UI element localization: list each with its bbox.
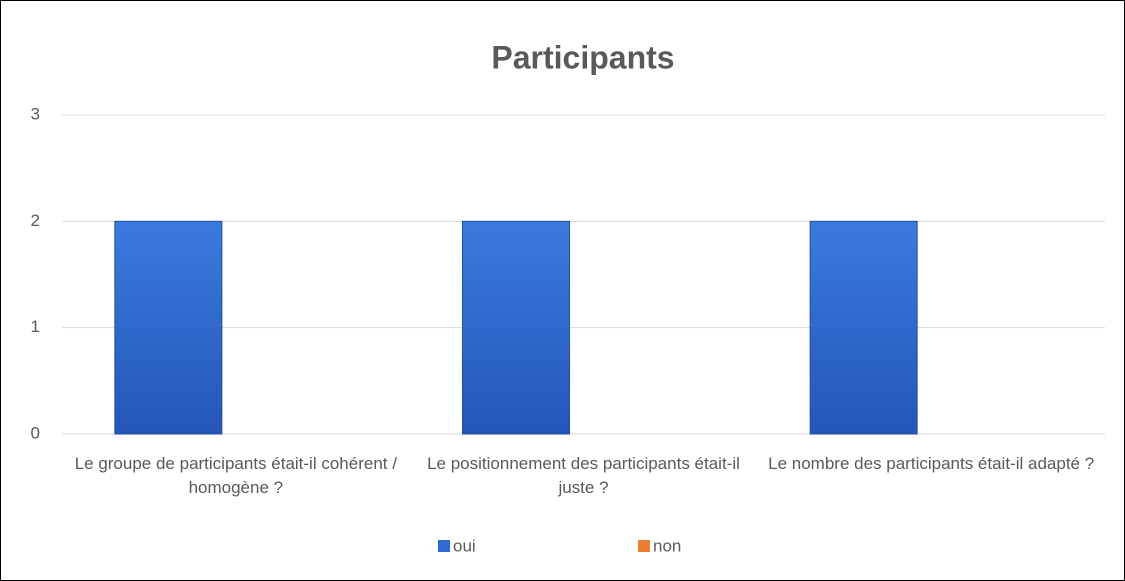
y-tick-label: 2: [31, 211, 40, 230]
bar: [809, 220, 918, 435]
legend-label: oui: [453, 536, 476, 555]
x-tick-label: Le positionnement des participants était…: [427, 454, 740, 497]
legend-swatch: [438, 540, 450, 552]
legend-swatch: [638, 540, 650, 552]
x-tick-label: Le groupe de participants était-il cohér…: [74, 454, 397, 497]
y-tick-label: 1: [31, 317, 40, 336]
x-tick-label: Le nombre des participants était-il adap…: [768, 454, 1095, 473]
chart-title: Participants: [491, 39, 674, 75]
bar: [462, 220, 570, 435]
y-tick-label: 0: [31, 423, 40, 442]
y-tick-label: 3: [31, 104, 40, 123]
bar: [114, 220, 223, 435]
legend-label: non: [653, 536, 681, 555]
